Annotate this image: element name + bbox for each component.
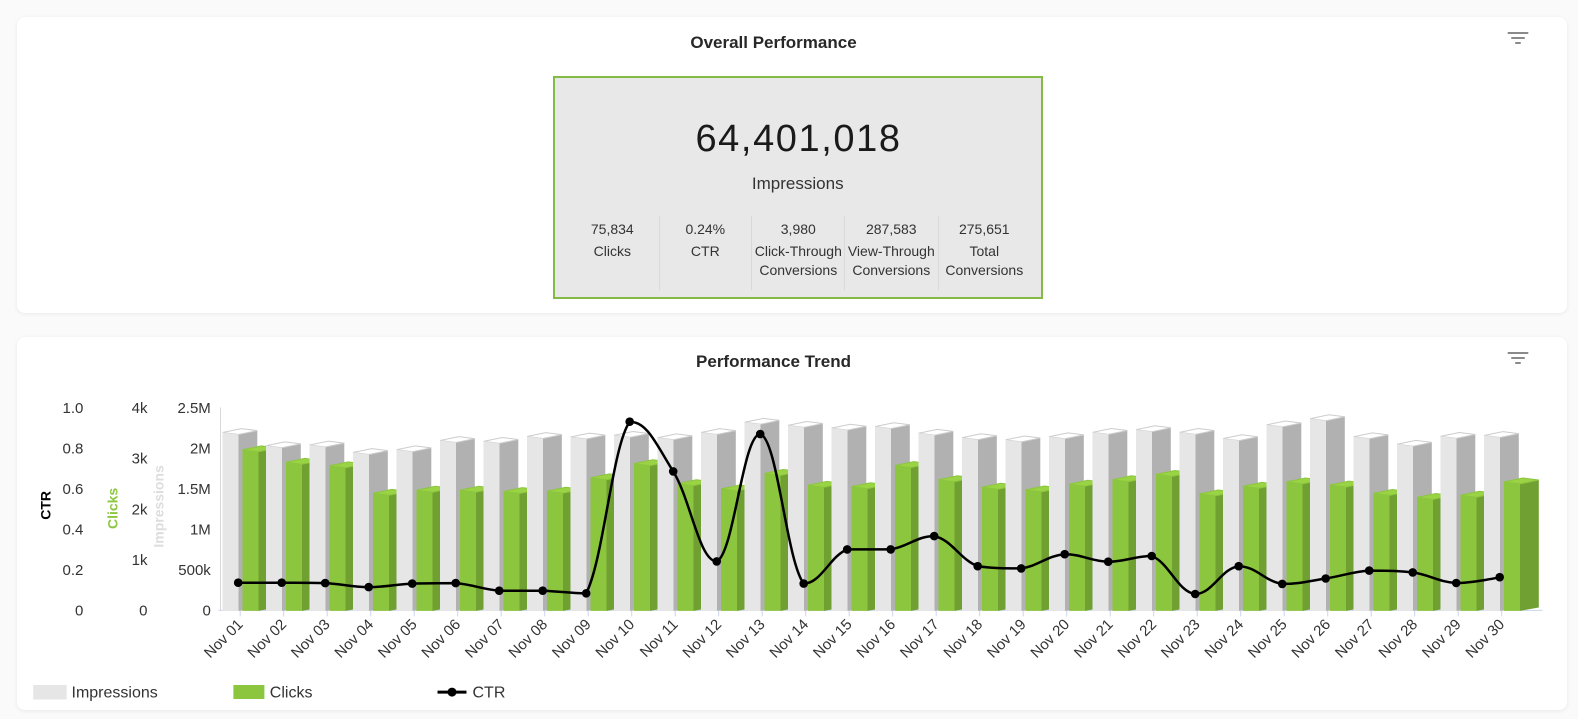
svg-text:1.5M: 1.5M (177, 481, 210, 498)
svg-text:Nov 26: Nov 26 (1288, 616, 1334, 662)
svg-text:Nov 08: Nov 08 (505, 616, 551, 662)
svg-text:Clicks: Clicks (269, 684, 312, 701)
svg-text:CTR: CTR (37, 491, 53, 520)
svg-text:CTR: CTR (472, 684, 505, 701)
svg-text:Nov 29: Nov 29 (1418, 616, 1464, 662)
svg-text:Nov 27: Nov 27 (1331, 616, 1377, 662)
svg-text:500k: 500k (178, 562, 211, 579)
svg-text:Nov 24: Nov 24 (1201, 616, 1247, 662)
svg-text:Nov 17: Nov 17 (896, 616, 942, 662)
svg-text:Nov 07: Nov 07 (461, 616, 507, 662)
svg-text:2.5M: 2.5M (177, 400, 210, 417)
svg-text:Clicks: Clicks (104, 487, 120, 528)
svg-text:Nov 02: Nov 02 (244, 616, 290, 662)
svg-text:Nov 03: Nov 03 (287, 616, 333, 662)
svg-text:0: 0 (75, 602, 83, 619)
svg-text:Nov 06: Nov 06 (418, 616, 464, 662)
svg-text:0.8: 0.8 (62, 440, 83, 457)
svg-text:0.4: 0.4 (62, 521, 83, 538)
svg-text:Nov 25: Nov 25 (1244, 616, 1290, 662)
svg-text:3k: 3k (131, 450, 147, 467)
svg-text:1.0: 1.0 (62, 400, 83, 417)
svg-text:Nov 28: Nov 28 (1375, 616, 1421, 662)
svg-text:0: 0 (202, 602, 210, 619)
svg-text:Nov 22: Nov 22 (1114, 616, 1160, 662)
svg-text:Impressions: Impressions (150, 465, 166, 548)
svg-text:Nov 12: Nov 12 (679, 616, 725, 662)
svg-text:1M: 1M (189, 521, 210, 538)
svg-text:Nov 30: Nov 30 (1462, 616, 1508, 662)
svg-text:Nov 11: Nov 11 (636, 616, 681, 661)
svg-text:Nov 01: Nov 01 (200, 616, 246, 662)
svg-text:4k: 4k (131, 400, 147, 417)
svg-text:Nov 10: Nov 10 (592, 616, 638, 662)
svg-text:Impressions: Impressions (71, 684, 157, 701)
svg-text:Nov 14: Nov 14 (766, 616, 812, 662)
svg-text:Nov 13: Nov 13 (722, 616, 768, 662)
svg-text:Nov 20: Nov 20 (1027, 616, 1073, 662)
svg-text:Nov 21: Nov 21 (1070, 616, 1116, 662)
svg-text:Nov 09: Nov 09 (548, 616, 594, 662)
svg-text:Nov 23: Nov 23 (1157, 616, 1203, 662)
svg-text:Nov 04: Nov 04 (331, 616, 377, 662)
svg-text:Nov 18: Nov 18 (940, 616, 986, 662)
svg-text:2k: 2k (131, 501, 147, 518)
svg-text:Nov 16: Nov 16 (853, 616, 899, 662)
svg-text:2M: 2M (189, 440, 210, 457)
svg-text:Nov 05: Nov 05 (374, 616, 420, 662)
svg-text:1k: 1k (131, 551, 147, 568)
svg-text:0.6: 0.6 (62, 481, 83, 498)
svg-text:Nov 19: Nov 19 (983, 616, 1029, 662)
svg-text:0.2: 0.2 (62, 562, 83, 579)
svg-text:0: 0 (139, 602, 147, 619)
svg-text:Nov 15: Nov 15 (809, 616, 855, 662)
